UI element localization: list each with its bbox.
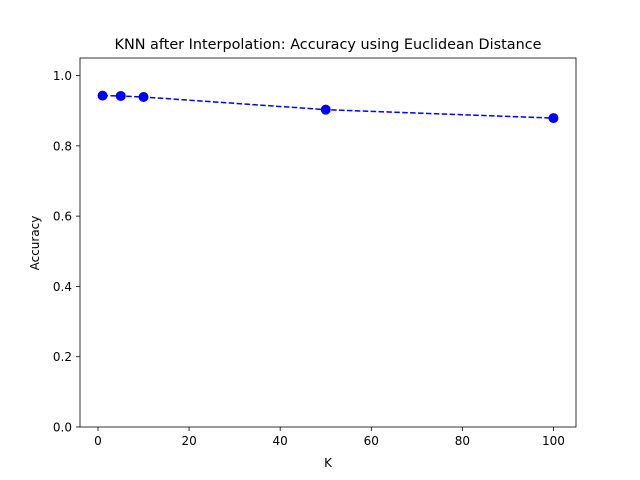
y-tick-label: 0.2: [53, 350, 72, 364]
x-tick-label: 60: [364, 434, 379, 448]
data-point: [138, 92, 149, 103]
y-tick-label: 0.0: [53, 421, 72, 435]
plot-background: [80, 58, 576, 427]
x-tick-label: 0: [94, 434, 102, 448]
x-tick-label: 100: [542, 434, 565, 448]
y-tick-label: 0.8: [53, 139, 72, 153]
axis-ticks: 0 20 40 60 80 100 0.0 0.2 0.4 0.6 0.8 1.0: [53, 69, 565, 448]
series-layer: [97, 90, 559, 124]
plot-area: [80, 58, 576, 427]
y-tick-label: 1.0: [53, 69, 72, 83]
data-point: [320, 104, 331, 115]
data-point: [548, 113, 559, 124]
x-tick-label: 80: [455, 434, 470, 448]
chart-title: KNN after Interpolation: Accuracy using …: [115, 37, 542, 53]
y-tick-label: 0.4: [53, 280, 72, 294]
axes-frame: [79, 57, 577, 428]
x-tick-label: 40: [273, 434, 288, 448]
x-tick-label: 20: [181, 434, 196, 448]
y-tick-label: 0.6: [53, 210, 72, 224]
data-point: [97, 90, 108, 101]
data-point: [115, 90, 126, 101]
x-axis-label: K: [324, 456, 333, 470]
y-axis-label: Accuracy: [28, 216, 42, 271]
plot-frame: [79, 57, 577, 428]
